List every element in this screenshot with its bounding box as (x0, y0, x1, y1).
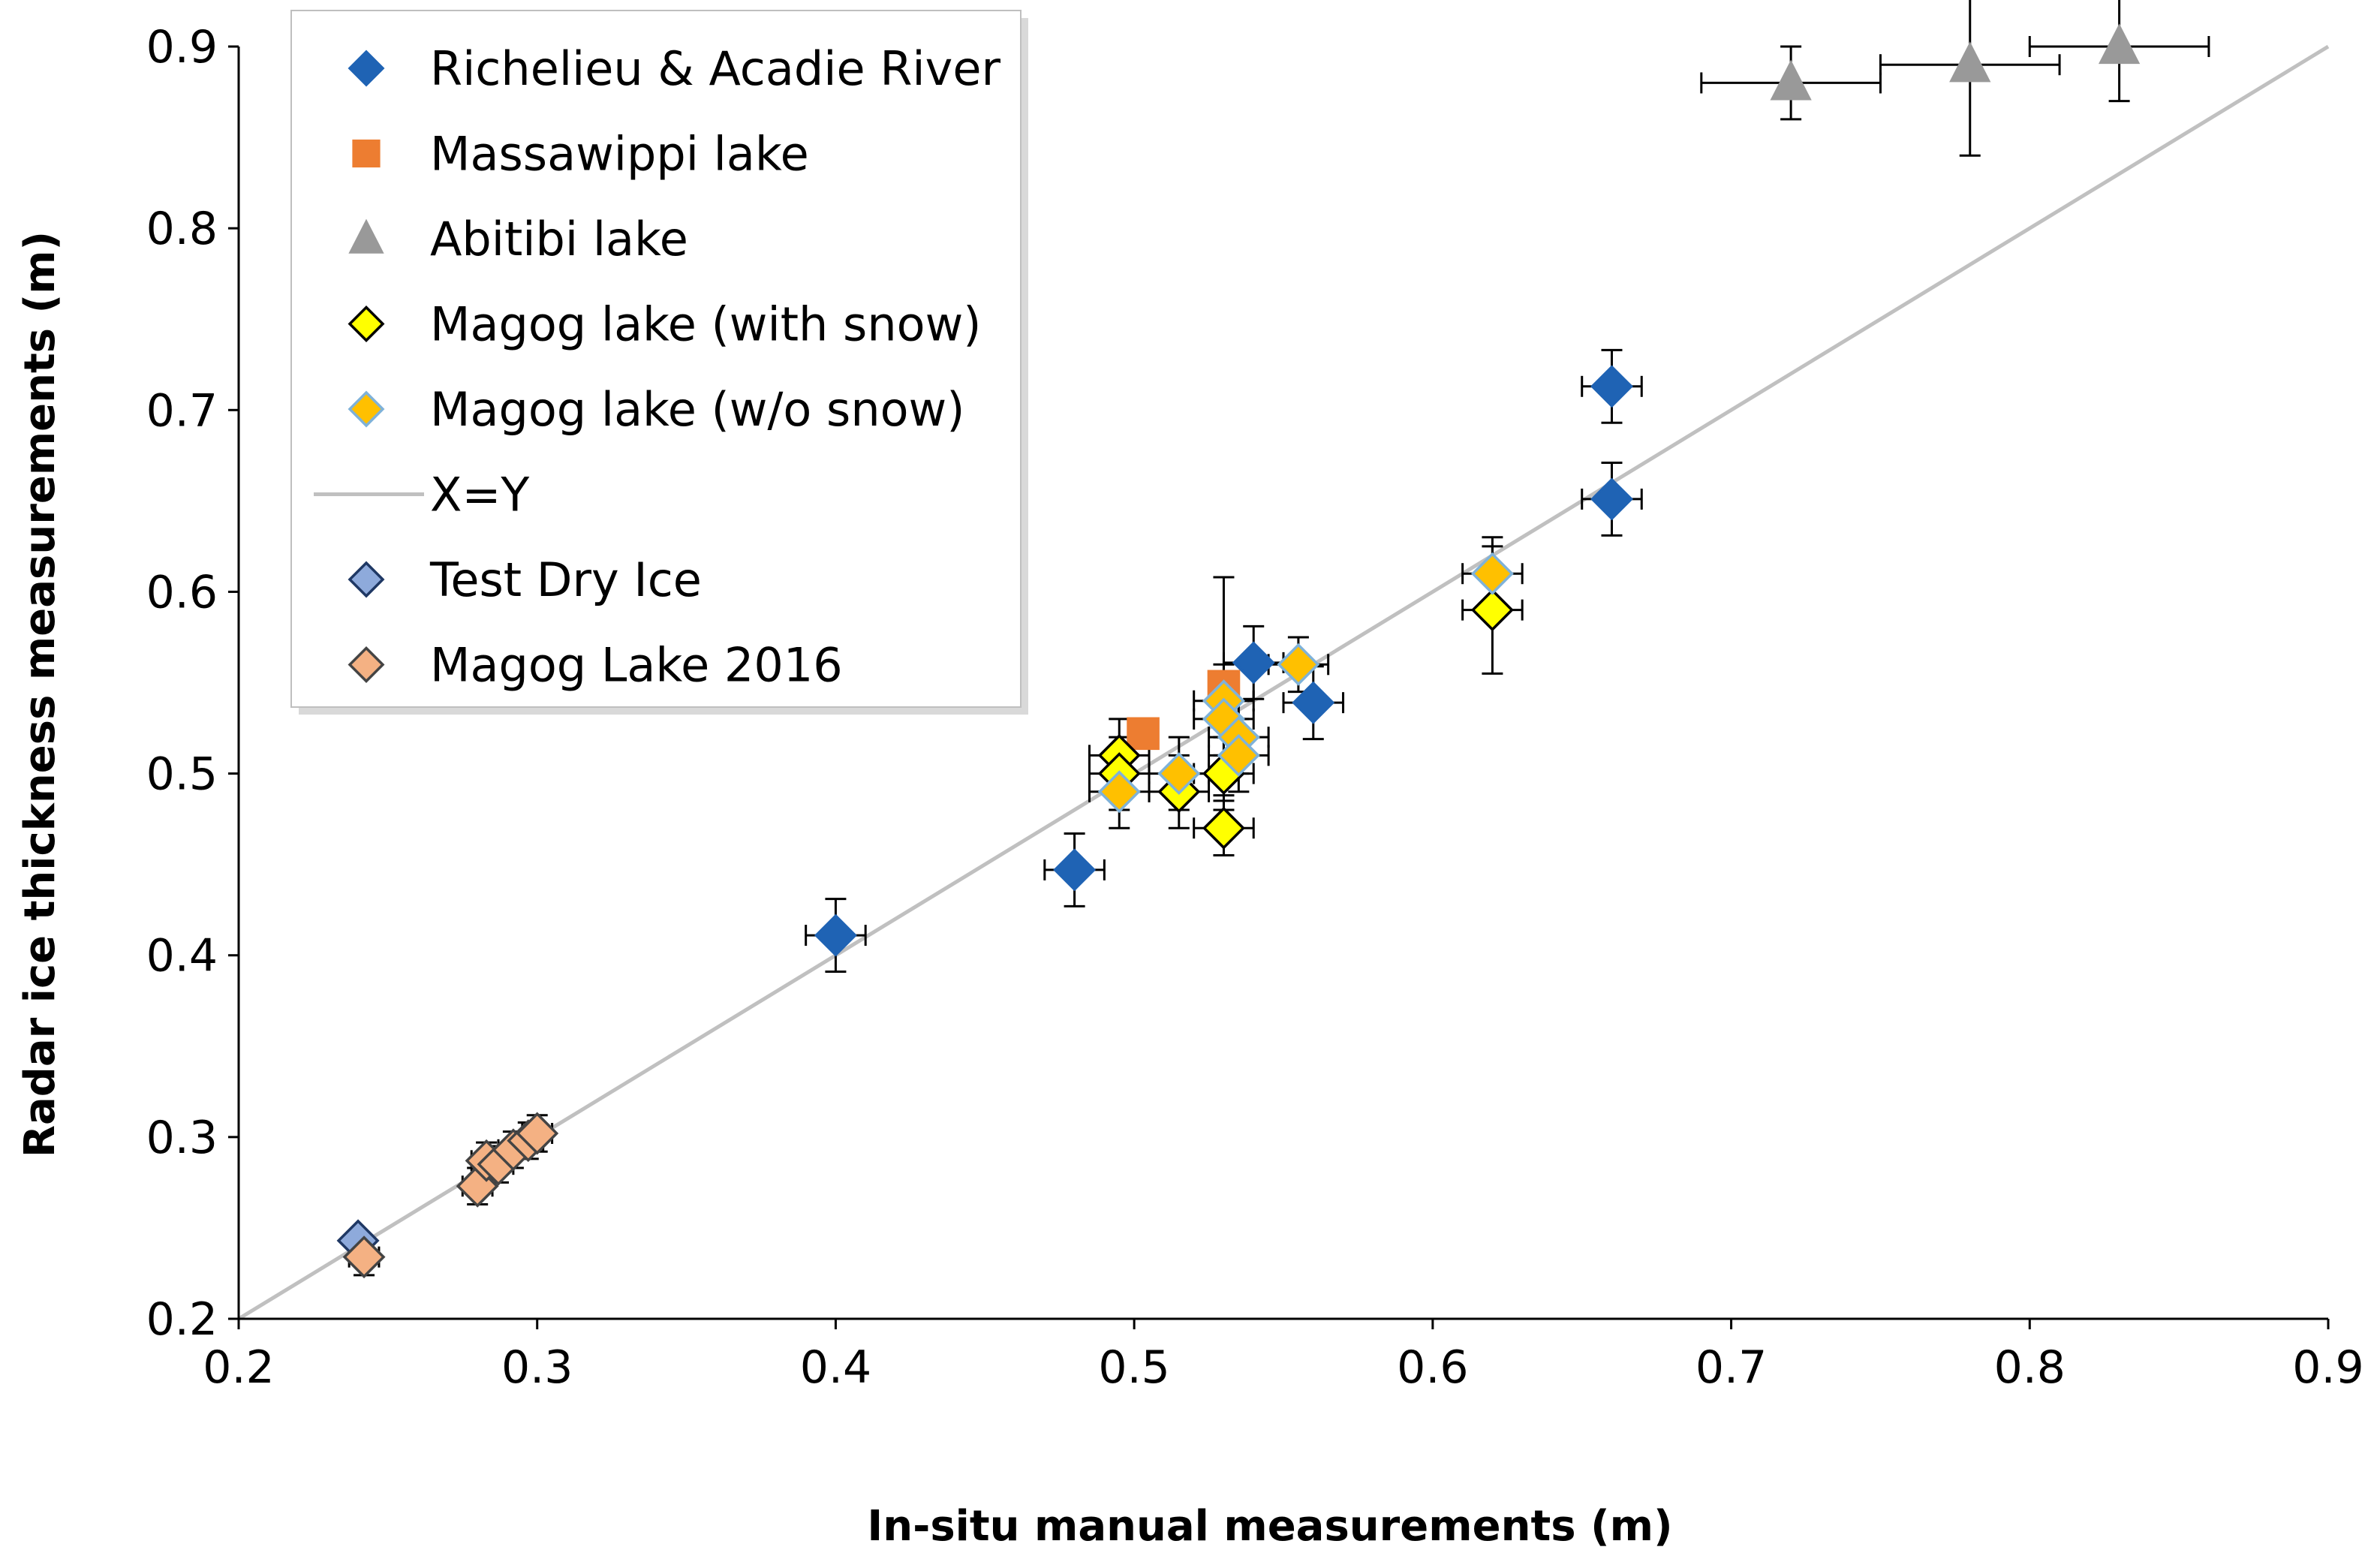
legend-label: Richelieu & Acadie River (430, 41, 1000, 96)
data-point-magog-lake-w-o-snow (1277, 643, 1320, 686)
data-point-massawippi-lake (1127, 717, 1160, 751)
x-tick-label: 0.6 (1397, 1341, 1468, 1394)
legend-marker (348, 50, 385, 87)
legend-marker (348, 390, 385, 428)
data-point-richelieu-acadie-river (1053, 848, 1097, 892)
data-point-abitibi-lake (2098, 23, 2141, 65)
legend-marker (352, 139, 381, 168)
legend-marker (348, 646, 385, 683)
x-tick-label: 0.8 (1994, 1341, 2066, 1394)
data-point-richelieu-acadie-river (1590, 365, 1633, 408)
data-point-richelieu-acadie-river (814, 913, 857, 957)
data-point-abitibi-lake (1949, 41, 1991, 83)
legend: Richelieu & Acadie River Massawippi lake A… (290, 10, 1028, 715)
data-point-magog-lake-with-snow (1470, 588, 1514, 632)
x-axis-title: In-situ manual measurements (m) (867, 1502, 1672, 1551)
y-tick-label: 0.9 (146, 21, 218, 74)
legend-label: X=Y (430, 468, 529, 522)
data-point-magog-lake-2016 (342, 1235, 386, 1279)
y-tick-label: 0.5 (146, 748, 218, 801)
data-point-magog-lake-2016 (516, 1112, 559, 1155)
data-point-abitibi-lake (1770, 59, 1812, 101)
y-tick-label: 0.8 (146, 203, 218, 255)
legend-label: Magog lake (with snow) (430, 297, 981, 352)
y-tick-label: 0.2 (146, 1293, 218, 1346)
x-tick-label: 0.4 (800, 1341, 871, 1394)
data-point-richelieu-acadie-river (1292, 681, 1335, 724)
data-point-magog-lake-w-o-snow (1470, 552, 1514, 595)
data-point-richelieu-acadie-river (1590, 477, 1633, 521)
legend-marker (348, 561, 385, 598)
x-tick-label: 0.2 (203, 1341, 274, 1394)
y-tick-label: 0.7 (146, 384, 218, 437)
x-tick-label: 0.3 (501, 1341, 573, 1394)
legend-label: Magog Lake 2016 (430, 638, 843, 693)
y-axis-title: Radar ice thickness measurements (m) (16, 231, 65, 1157)
data-point-magog-lake-w-o-snow (1157, 752, 1201, 796)
data-point-magog-lake-w-o-snow (1217, 733, 1260, 777)
y-tick-label: 0.4 (146, 930, 218, 983)
legend-label: Massawippi lake (430, 127, 809, 182)
data-point-magog-lake-w-o-snow (1097, 770, 1141, 814)
x-tick-label: 0.5 (1098, 1341, 1169, 1394)
data-point-magog-lake-with-snow (1202, 806, 1245, 850)
points-layer (336, 23, 2141, 1279)
x-tick-label: 0.9 (2292, 1341, 2363, 1394)
x-tick-label: 0.7 (1695, 1341, 1767, 1394)
y-tick-label: 0.3 (146, 1112, 218, 1164)
legend-label: Test Dry Ice (429, 552, 702, 607)
reference-line-x-equals-y (237, 44, 2330, 1321)
y-tick-label: 0.6 (146, 566, 218, 618)
legend-marker (348, 218, 384, 254)
legend-label: Magog lake (w/o snow) (430, 382, 964, 437)
axes-layer: 0.2 0.3 0.4 0.5 0.6 0.7 0.8 0.9 0.2 0.3 0.4 0.5 0.6 0… (146, 21, 2364, 1394)
legend-marker (348, 305, 385, 342)
reference-line-layer (237, 44, 2330, 1321)
legend-box (290, 10, 1022, 708)
legend-label: Abitibi lake (430, 212, 688, 266)
data-point-richelieu-acadie-river (1232, 641, 1275, 685)
